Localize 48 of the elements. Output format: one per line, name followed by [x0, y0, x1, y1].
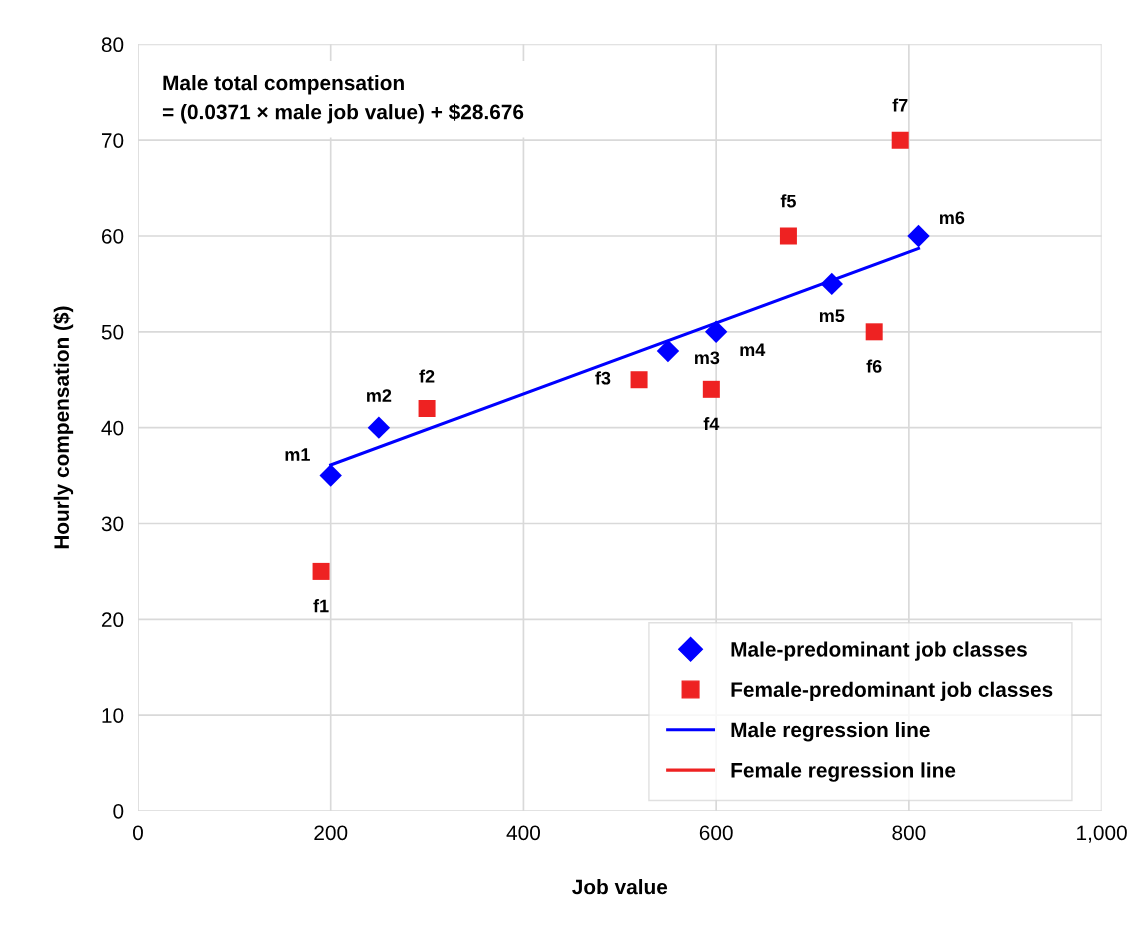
annotation: m5 — [819, 309, 845, 323]
x-tick-label: 600 — [699, 825, 733, 841]
y-tick-label: 30 — [101, 516, 124, 532]
annotation: f7 — [892, 98, 908, 112]
x-tick-label: 400 — [506, 825, 540, 841]
annotation: f4 — [703, 417, 720, 431]
point — [702, 380, 720, 398]
y-tick-label: 20 — [101, 612, 124, 628]
legend-label: Female regression line — [731, 762, 956, 782]
point — [891, 131, 909, 149]
point — [630, 371, 648, 389]
point — [319, 464, 342, 487]
x-tick-label: 800 — [892, 825, 926, 841]
y-tick-label: 40 — [101, 420, 124, 436]
y-tick-label: 70 — [101, 133, 124, 148]
y-tick-label: 50 — [101, 324, 124, 340]
annotation: f6 — [866, 359, 882, 373]
annotation: f1 — [313, 599, 329, 613]
point — [865, 323, 883, 341]
annotation: m2 — [367, 389, 392, 402]
annotation: f5 — [780, 194, 796, 208]
y-axis-title: Hourly compensation ($) — [53, 306, 74, 549]
point — [367, 416, 391, 439]
y-tick-label: 80 — [101, 37, 124, 53]
annotation: m4 — [740, 343, 766, 356]
y-tick-label: 0 — [113, 803, 124, 819]
annotation: m6 — [939, 211, 965, 225]
x-tick-label: 200 — [314, 825, 348, 841]
point — [312, 562, 330, 580]
point — [820, 272, 843, 296]
point — [907, 224, 930, 248]
x-axis-title: Job value — [572, 879, 668, 895]
y-tick-label: 10 — [102, 708, 124, 723]
y-tick-label: 60 — [101, 228, 124, 244]
x-tick-label: 1,000 — [1077, 825, 1127, 843]
legend-label: Male regression line — [731, 721, 930, 742]
legend-label: Male-predominant job classes — [731, 641, 1027, 661]
point — [418, 399, 436, 417]
annotation: m1 — [285, 448, 310, 461]
annotation: Male total compensation = (0.0371 × male job value) + $28.676 — [162, 74, 524, 124]
annotation: f2 — [419, 369, 435, 383]
point — [656, 339, 680, 363]
x-tick-label: 0 — [133, 825, 143, 841]
legend-label: Female-predominant job classes — [731, 681, 1053, 702]
annotation: m3 — [695, 351, 720, 365]
point — [779, 227, 797, 245]
point — [704, 320, 728, 344]
annotation: f3 — [595, 371, 611, 385]
